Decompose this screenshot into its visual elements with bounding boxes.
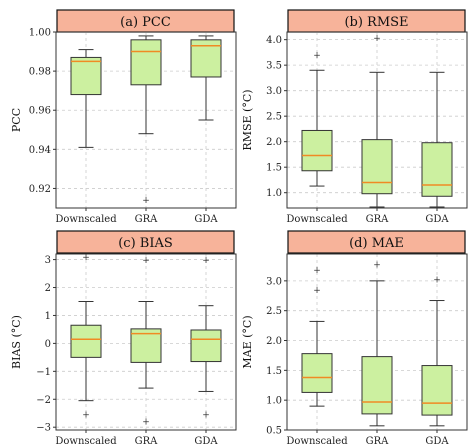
panel-4: (d) MAE 0.5 1.0 1.5 2.0 2.5 3.0 Downscaled GRA GD… bbox=[241, 230, 468, 447]
y-tick-label: −3 bbox=[36, 423, 51, 434]
y-tick-label: 1.0 bbox=[266, 396, 282, 407]
panel-title: (d) MAE bbox=[349, 236, 404, 251]
iqr-box bbox=[421, 365, 453, 416]
x-tick-label: GDA bbox=[425, 436, 449, 447]
y-tick-label: 4.0 bbox=[266, 35, 282, 46]
y-tick-label: 2.5 bbox=[266, 112, 282, 123]
y-tick-label: 1.00 bbox=[29, 28, 51, 39]
panel-title: (a) PCC bbox=[120, 15, 171, 30]
iqr-box bbox=[70, 324, 102, 358]
panel-1: (a) PCC 0.92 0.94 0.96 0.98 1.00 Downscaled GRA… bbox=[10, 9, 237, 225]
outlier-point: + bbox=[373, 34, 381, 44]
outlier-point: + bbox=[142, 256, 150, 266]
outlier-point: + bbox=[313, 286, 321, 296]
box-gra: + bbox=[361, 261, 393, 427]
box-downscaled bbox=[70, 49, 102, 148]
box-gda: + bbox=[421, 276, 453, 427]
y-tick-label: 1.5 bbox=[266, 366, 282, 377]
y-axis-label: PCC bbox=[10, 108, 23, 132]
x-tick-label: GDA bbox=[194, 436, 218, 447]
y-tick-label: 1.0 bbox=[266, 188, 282, 199]
y-tick-label: 2 bbox=[45, 283, 51, 294]
iqr-box bbox=[130, 39, 162, 86]
y-tick-label: 2.0 bbox=[266, 137, 282, 148]
x-tick-label: GDA bbox=[425, 214, 449, 225]
box-gra: + bbox=[361, 34, 393, 208]
iqr-box bbox=[421, 142, 453, 197]
outlier-point: + bbox=[82, 253, 90, 263]
y-tick-label: 0.94 bbox=[29, 145, 51, 156]
y-tick-label: 0 bbox=[45, 339, 51, 350]
iqr-box bbox=[130, 328, 162, 363]
y-tick-label: −2 bbox=[36, 395, 51, 406]
y-axis-label: RMSE (°C) bbox=[241, 89, 254, 150]
box-downscaled: + bbox=[301, 51, 333, 187]
x-tick-label: Downscaled bbox=[286, 436, 348, 447]
box-gda bbox=[421, 71, 453, 208]
x-tick-label: GRA bbox=[366, 214, 390, 225]
panel-title: (b) RMSE bbox=[344, 15, 408, 30]
panel-title-box bbox=[56, 230, 235, 254]
y-tick-label: 2.0 bbox=[266, 336, 282, 347]
panel-title: (c) BIAS bbox=[118, 236, 173, 251]
panel-2: (b) RMSE 1.0 1.5 2.0 2.5 3.0 3.5 4.0 Downscaled G… bbox=[241, 9, 468, 225]
y-tick-label: −1 bbox=[36, 367, 51, 378]
y-tick-label: 0.92 bbox=[29, 184, 51, 195]
y-tick-label: 3.5 bbox=[266, 61, 282, 72]
x-tick-label: Downscaled bbox=[55, 214, 117, 225]
y-axis-label: BIAS (°C) bbox=[10, 315, 23, 369]
x-tick-label: GRA bbox=[366, 436, 390, 447]
box-gra: + bbox=[130, 35, 162, 206]
outlier-point: + bbox=[433, 276, 441, 286]
outlier-point: + bbox=[142, 418, 150, 428]
outlier-point: + bbox=[202, 411, 210, 421]
y-tick-label: 3.0 bbox=[266, 86, 282, 97]
iqr-box bbox=[301, 353, 333, 393]
y-tick-label: 3 bbox=[45, 255, 51, 266]
y-tick-label: 0.98 bbox=[29, 67, 51, 78]
y-tick-label: 0.96 bbox=[29, 106, 51, 117]
outlier-point: + bbox=[313, 51, 321, 61]
x-tick-label: Downscaled bbox=[55, 436, 117, 447]
y-tick-label: 2.5 bbox=[266, 306, 282, 317]
iqr-box bbox=[301, 129, 333, 172]
outlier-point: + bbox=[82, 411, 90, 421]
panel-3: (c) BIAS −3 −2 −1 0 1 2 3 Downscaled GRA GDA BIAS (… bbox=[10, 230, 237, 447]
y-axis-label: MAE (°C) bbox=[241, 315, 254, 368]
iqr-box bbox=[361, 356, 393, 415]
outlier-point: + bbox=[373, 261, 381, 271]
box-downscaled: ++ bbox=[70, 253, 102, 421]
panel-title-box bbox=[287, 230, 466, 254]
x-tick-label: GRA bbox=[135, 214, 159, 225]
iqr-box bbox=[70, 56, 102, 96]
box-gda bbox=[190, 35, 222, 121]
iqr-box bbox=[361, 139, 393, 195]
iqr-box bbox=[190, 329, 222, 363]
outlier-point: + bbox=[142, 196, 150, 206]
y-tick-label: 1.5 bbox=[266, 163, 282, 174]
x-tick-label: Downscaled bbox=[286, 214, 348, 225]
x-tick-label: GDA bbox=[194, 214, 218, 225]
y-tick-label: 0.5 bbox=[266, 426, 282, 437]
box-downscaled: ++ bbox=[301, 266, 333, 407]
outlier-point: + bbox=[313, 266, 321, 276]
y-tick-label: 3.0 bbox=[266, 276, 282, 287]
box-gda: ++ bbox=[190, 256, 222, 421]
x-tick-label: GRA bbox=[135, 436, 159, 447]
outlier-point: + bbox=[202, 256, 210, 266]
y-tick-label: 1 bbox=[45, 311, 51, 322]
box-gra: ++ bbox=[130, 256, 162, 428]
